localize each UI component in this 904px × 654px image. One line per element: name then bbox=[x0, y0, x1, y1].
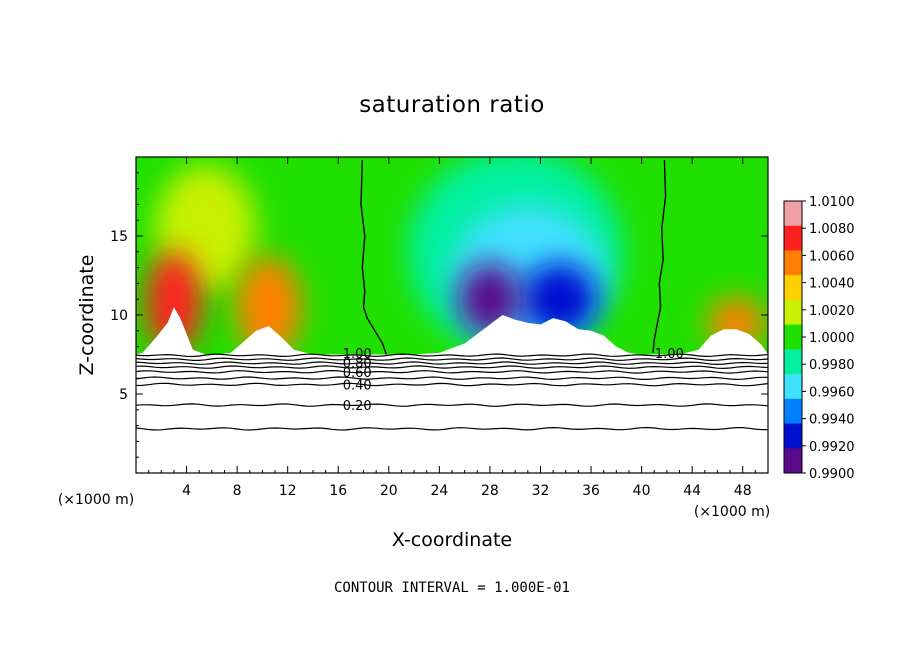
x-tick-label: 20 bbox=[380, 483, 398, 499]
contour-line bbox=[136, 361, 768, 366]
contour-line bbox=[136, 353, 768, 358]
contour-line bbox=[136, 357, 768, 362]
field-blob bbox=[521, 262, 598, 336]
x-tick-label: 28 bbox=[481, 483, 499, 499]
y-axis-label: Z-coordinate bbox=[76, 255, 98, 376]
y-tick-label: 5 bbox=[119, 387, 128, 403]
x-tick-label: 32 bbox=[532, 483, 550, 499]
contour-labels: 1.000.800.600.400.201.00 bbox=[343, 347, 684, 414]
contour-label: 1.00 bbox=[655, 347, 684, 362]
colorbar-swatch bbox=[784, 423, 802, 449]
y-tick-label: 15 bbox=[110, 229, 128, 245]
contour-line bbox=[136, 369, 768, 374]
x-tick-label: 48 bbox=[734, 483, 752, 499]
x-tick-label: 16 bbox=[329, 483, 347, 499]
colorbar-label: 0.9960 bbox=[809, 385, 855, 400]
x-tick-label: 24 bbox=[430, 483, 448, 499]
contour-label: 0.80 bbox=[343, 356, 372, 371]
colorbar-swatch bbox=[784, 398, 802, 425]
colorbar-swatch bbox=[784, 225, 802, 251]
contour-line-right-1.00 bbox=[652, 160, 667, 353]
colorbar-label: 1.0100 bbox=[809, 195, 855, 210]
colorbar: 1.0100 1.0080 1.0060 1.0040 1.0020 1.0000 0.99… bbox=[783, 195, 855, 482]
field-blob bbox=[146, 251, 202, 353]
contour-lines bbox=[136, 160, 768, 431]
colorbar-swatch bbox=[784, 201, 802, 227]
white-region bbox=[136, 307, 768, 473]
contour-label: 0.40 bbox=[343, 379, 372, 394]
colorbar-label: 1.0020 bbox=[809, 304, 855, 319]
contour-interval-note: CONTOUR INTERVAL = 1.000E-01 bbox=[334, 580, 570, 596]
colorbar-label: 0.9940 bbox=[809, 413, 855, 428]
x-unit-label-right: (×1000 m) bbox=[694, 504, 770, 520]
x-tick-label: 8 bbox=[233, 483, 242, 499]
colorbar-label: 0.9900 bbox=[809, 467, 855, 482]
x-tick-label: 44 bbox=[683, 483, 701, 499]
x-tick-label: 40 bbox=[633, 483, 651, 499]
colorbar-swatch bbox=[784, 349, 802, 375]
colorbar-swatch bbox=[784, 275, 802, 301]
contour-line-left-1.00 bbox=[360, 160, 387, 355]
chart-title: saturation ratio bbox=[359, 92, 545, 118]
below-threshold-region bbox=[136, 307, 768, 473]
x-axis-label: X-coordinate bbox=[392, 529, 512, 551]
contour-line bbox=[136, 376, 768, 381]
colorbar-swatch bbox=[784, 374, 802, 400]
colorbar-label: 1.0060 bbox=[809, 249, 855, 264]
x-unit-label-left: (×1000 m) bbox=[58, 492, 134, 508]
contour-label: 0.20 bbox=[343, 399, 372, 414]
colorbar-swatch bbox=[784, 250, 802, 276]
colorbar-swatch bbox=[784, 299, 802, 326]
colorbar-label: 1.0040 bbox=[809, 277, 855, 292]
contour-label: 0.60 bbox=[343, 366, 372, 381]
contour-line bbox=[136, 365, 768, 370]
contour-line bbox=[136, 426, 768, 431]
field-blob bbox=[235, 256, 302, 358]
x-tick-label: 36 bbox=[582, 483, 600, 499]
contour-line bbox=[136, 403, 768, 407]
x-tick-label: 4 bbox=[182, 483, 191, 499]
contour-line bbox=[136, 382, 768, 387]
y-tick-label: 10 bbox=[110, 308, 128, 324]
colorbar-label: 1.0080 bbox=[809, 222, 855, 237]
colorbar-label: 1.0000 bbox=[809, 331, 855, 346]
colorbar-swatch bbox=[784, 448, 802, 474]
colorbar-label: 0.9980 bbox=[809, 358, 855, 373]
contour-label: 1.00 bbox=[343, 347, 372, 362]
colorbar-swatch bbox=[784, 324, 802, 350]
x-tick-label: 12 bbox=[279, 483, 297, 499]
colorbar-label: 0.9920 bbox=[809, 440, 855, 455]
